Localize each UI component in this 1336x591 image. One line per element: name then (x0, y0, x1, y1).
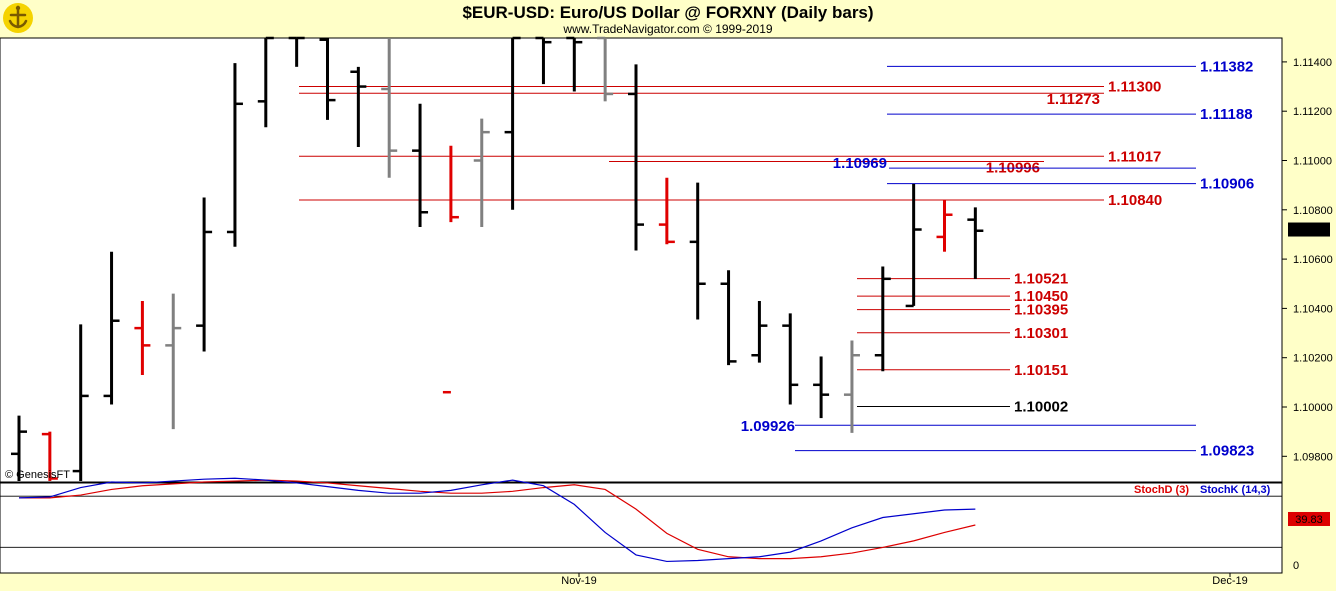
ohlc-bar (905, 183, 922, 308)
price-tick-label: 1.10600 (1293, 254, 1333, 266)
price-tick-label: 1.10800 (1293, 205, 1333, 217)
time-tick-label: Nov-19 (561, 575, 596, 587)
level-label: 1.09926 (741, 418, 795, 435)
price-axis: 1.11400 1.11200 1.11000 1.10800 1.10600 1.104… (1282, 57, 1333, 463)
ohlc-bar (72, 324, 89, 481)
price-tick-label: 1.11200 (1293, 106, 1332, 118)
level-label: 1.10301 (1014, 325, 1068, 342)
ohlc-bar (504, 36, 521, 210)
ohlc-bar (628, 64, 644, 251)
level-label: 1.10151 (1014, 362, 1068, 379)
chart-subtitle: www.TradeNavigator.com © 1999-2019 (563, 22, 773, 36)
level-label: 1.10969 (833, 155, 887, 172)
legend-stochd: StochD (3) (1134, 484, 1189, 496)
level-label: 1.11017 (1108, 148, 1161, 165)
stochastic-panel (0, 482, 1283, 574)
stochastic-lines (0, 477, 1282, 563)
ohlc-bar (782, 313, 799, 405)
legend-stochk: StochK (14,3) (1200, 484, 1271, 496)
chart-title: $EUR-USD: Euro/US Dollar @ FORXNY (Daily… (462, 3, 874, 22)
ohlc-bar (11, 415, 27, 481)
last-price-label: 1.10720 (1289, 225, 1329, 237)
level-label: 1.11273 (1047, 91, 1100, 108)
stoch-line-d (19, 479, 976, 560)
ohlc-bar (442, 145, 459, 394)
ohlc-bar (412, 103, 429, 228)
level-label: 1.10521 (1014, 271, 1068, 288)
level-label: 1.10395 (1014, 302, 1068, 319)
ohlc-bar (658, 177, 675, 245)
tradenavigator-logo-icon (3, 3, 33, 33)
level-label: 1.09823 (1200, 443, 1254, 460)
stoch-line-k (18, 477, 976, 563)
level-label: 1.11382 (1200, 58, 1253, 75)
level-lines: 1.11382 1.11300 1.11273 1.11188 1.11017 1.109… (299, 58, 1254, 460)
time-axis: Nov-19 Dec-19 (561, 573, 1248, 587)
time-tick-label: Dec-19 (1212, 575, 1247, 587)
last-price-box (1288, 222, 1330, 237)
stochastic-axis: 039.83 (1288, 511, 1330, 572)
ohlc-bar (226, 63, 243, 247)
ohlc-bar (566, 36, 583, 92)
ohlc-bar (843, 340, 860, 433)
ohlc-bar (720, 270, 737, 366)
level-label: 1.10002 (1014, 399, 1068, 416)
ohlc-bar (535, 36, 552, 85)
ohlc-bar (751, 301, 768, 363)
stoch-value-label: 39.83 (1295, 514, 1323, 526)
price-tick-label: 1.11400 (1293, 57, 1332, 69)
ohlc-bar (41, 431, 58, 481)
price-tick-label: 1.10000 (1293, 402, 1333, 414)
price-tick-label: 1.09800 (1293, 451, 1333, 463)
ohlc-bar (689, 182, 706, 320)
ohlc-bar (165, 293, 182, 430)
price-panel (0, 37, 1283, 483)
ohlc-bar (381, 38, 398, 178)
level-label: 1.10906 (1200, 176, 1254, 193)
ohlc-bar (350, 66, 367, 147)
ohlc-bar (196, 197, 213, 352)
level-label: 1.11188 (1200, 106, 1253, 123)
level-label: 1.10450 (1014, 288, 1068, 305)
price-tick-label: 1.10400 (1293, 303, 1333, 315)
ohlc-bar (936, 199, 953, 252)
ohlc-bar (874, 266, 891, 372)
ohlc-bar (967, 207, 984, 279)
level-label: 1.11300 (1108, 79, 1161, 96)
price-tick-label: 1.11000 (1293, 156, 1332, 168)
chart-header: $EUR-USD: Euro/US Dollar @ FORXNY (Daily… (0, 0, 1336, 38)
ohlc-bar (597, 36, 614, 102)
ohlc-bar (257, 36, 274, 128)
ohlc-bar (473, 118, 490, 228)
last-price-marker: 1.10720 (1288, 222, 1330, 237)
ohlc-bar (319, 38, 336, 120)
ohlc-bar (134, 301, 151, 375)
level-label: 1.10840 (1108, 192, 1162, 209)
ohlc-bar (103, 251, 120, 405)
ohlc-bar (813, 356, 830, 419)
watermark-text: © GenesisFT (5, 469, 70, 481)
ohlc-bars (11, 36, 984, 481)
stoch-value-box (1288, 511, 1330, 526)
ohlc-bar (288, 36, 305, 67)
price-tick-label: 1.10200 (1293, 353, 1333, 365)
stoch-tick-label: 0 (1293, 560, 1299, 572)
